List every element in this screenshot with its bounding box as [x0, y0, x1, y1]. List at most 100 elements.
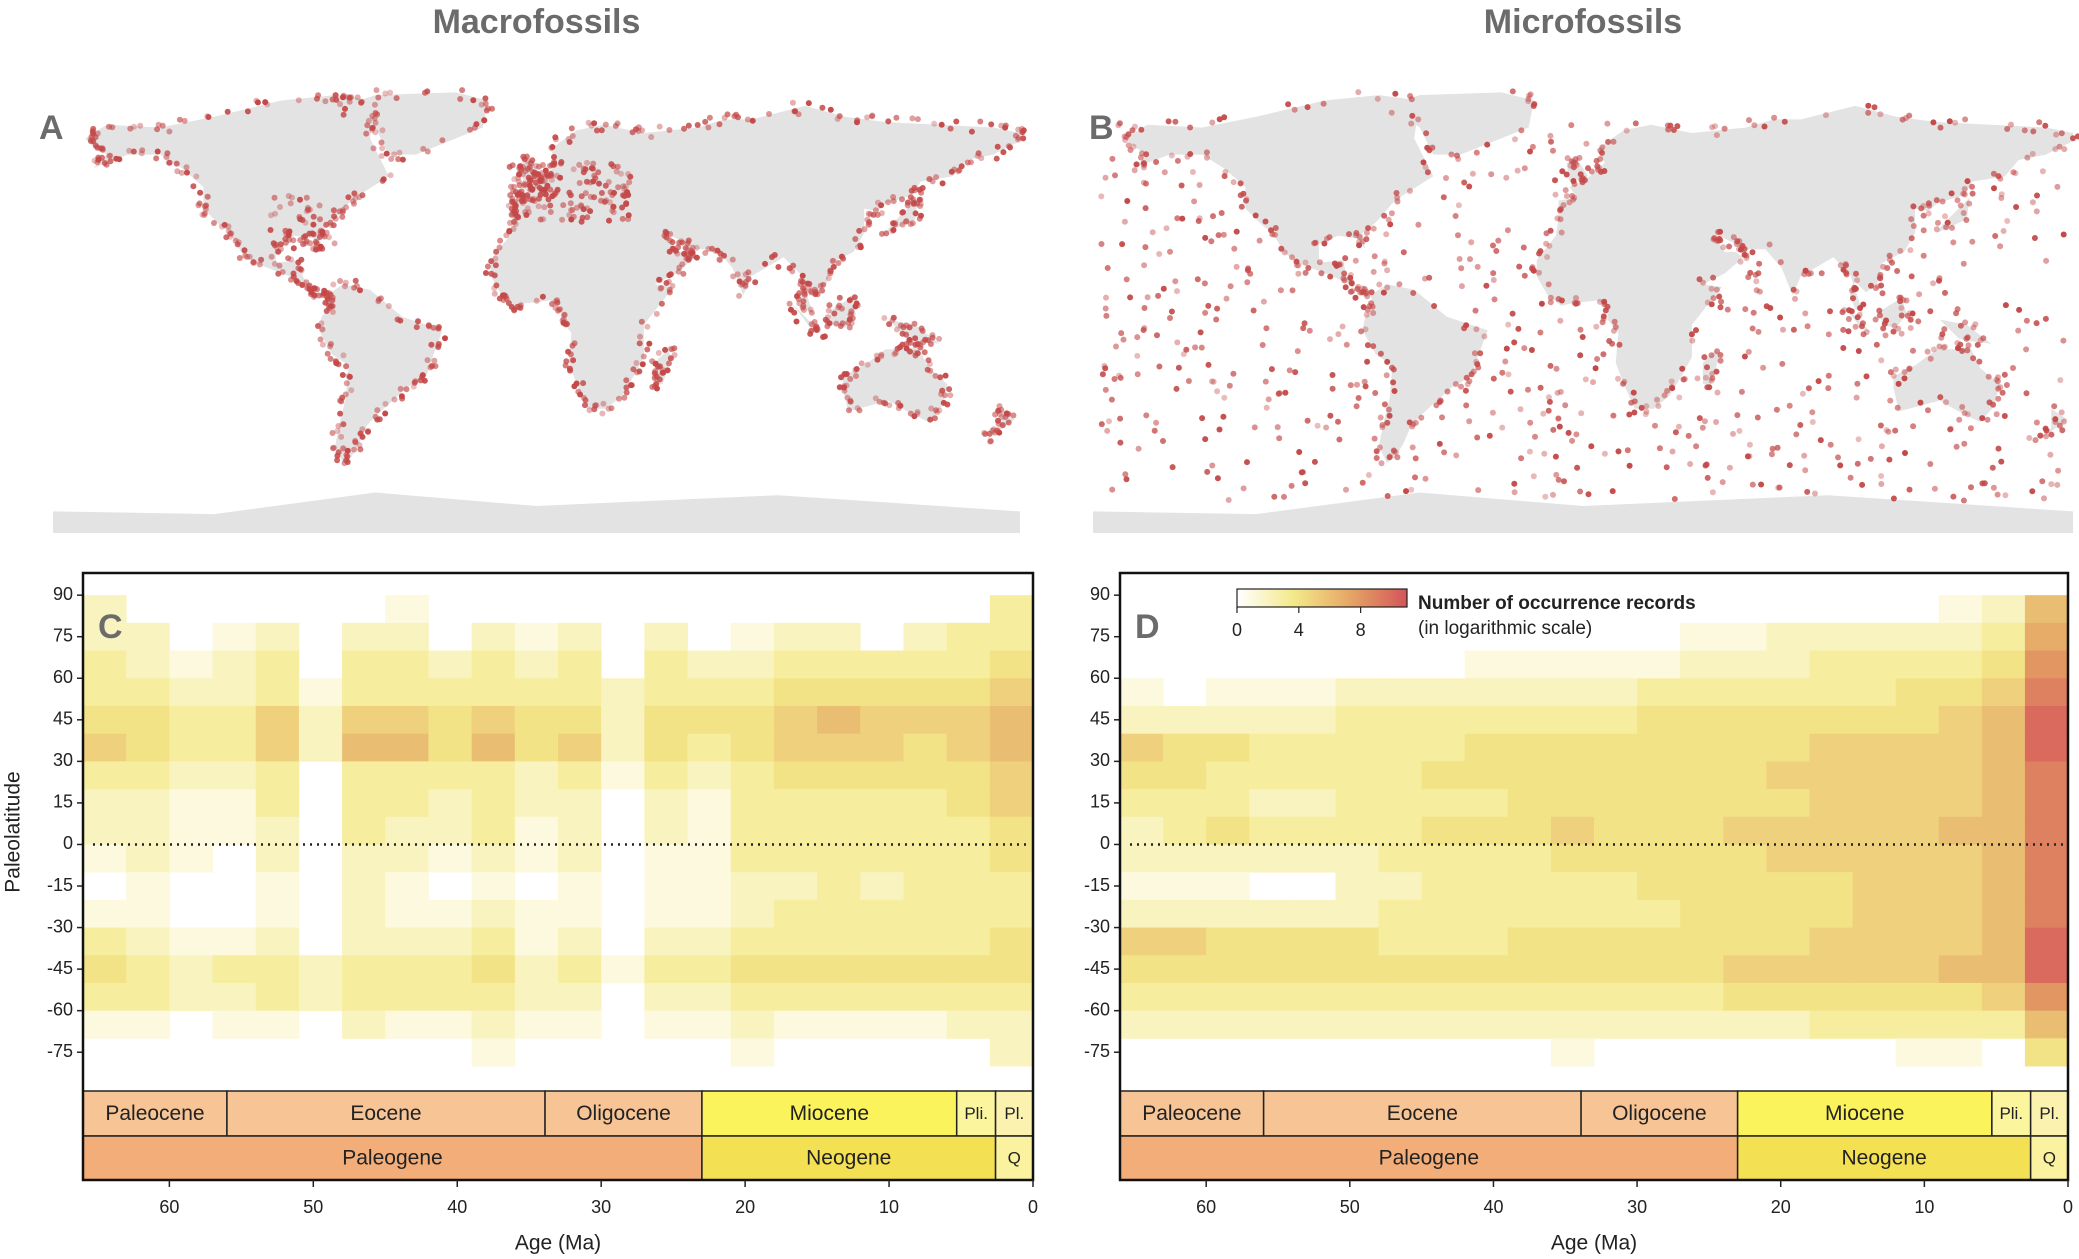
occurrence-dot: [1585, 165, 1591, 172]
heatmap-cell: [903, 899, 948, 928]
occurrence-dot: [916, 196, 923, 203]
occurrence-dot: [1805, 271, 1812, 277]
occurrence-dot: [1961, 191, 1968, 198]
occurrence-dot: [1623, 127, 1630, 134]
occurrence-dot: [329, 430, 336, 436]
occurrence-dot: [2052, 146, 2059, 153]
occurrence-dot: [1278, 245, 1285, 252]
heatmap-cell: [1766, 678, 1810, 707]
occurrence-dot: [2055, 467, 2062, 474]
occurrence-dot: [537, 178, 544, 185]
occurrence-dot: [543, 172, 550, 178]
heatmap-cell: [687, 789, 732, 818]
occurrence-dot: [1963, 217, 1970, 223]
heatmap-cell: [1550, 789, 1595, 818]
occurrence-dot: [1151, 427, 1158, 434]
heatmap-cell: [83, 733, 127, 762]
occurrence-dot: [1355, 395, 1362, 401]
occurrence-dot: [334, 452, 341, 459]
y-tick-label: -30: [1084, 916, 1110, 936]
heatmap-cell: [1378, 982, 1423, 1012]
occurrence-dot: [1957, 322, 1964, 329]
occurrence-dot: [295, 97, 302, 104]
occurrence-dot: [541, 186, 548, 193]
occurrence-dot: [313, 240, 320, 247]
occurrence-dot: [1187, 151, 1194, 157]
occurrence-dot: [819, 287, 826, 294]
heatmap-cell: [1637, 816, 1681, 845]
heatmap-cell: [687, 705, 732, 735]
occurrence-dot: [824, 323, 831, 330]
occurrence-dot: [1852, 285, 1859, 292]
occurrence-dot: [317, 227, 324, 234]
occurrence-dot: [1962, 319, 1969, 326]
heatmap-cell: [1637, 982, 1681, 1012]
occurrence-dot: [1543, 230, 1550, 237]
timescale-box: [955, 1090, 997, 1137]
heatmap-cell: [1378, 955, 1423, 984]
occurrence-dot: [1520, 244, 1527, 251]
occurrence-dot: [395, 156, 402, 163]
occurrence-dot: [1346, 231, 1352, 238]
heatmap-cell: [471, 761, 516, 790]
occurrence-dot: [1809, 419, 1816, 425]
occurrence-dot: [1415, 221, 1422, 228]
map-title: Microfossils: [1484, 3, 1682, 41]
occurrence-dot: [552, 134, 559, 141]
occurrence-dot: [1512, 136, 1518, 143]
occurrence-dot: [272, 210, 279, 217]
occurrence-dot: [1855, 348, 1862, 354]
heatmap-cell: [903, 844, 948, 873]
heatmap-cell: [1206, 982, 1250, 1012]
occurrence-dot: [569, 207, 576, 213]
occurrence-dot: [936, 407, 943, 414]
occurrence-dot: [431, 357, 438, 364]
occurrence-dot: [1525, 386, 1531, 393]
occurrence-dot: [890, 227, 897, 233]
occurrence-dot: [1756, 288, 1763, 295]
occurrence-dot: [478, 101, 485, 108]
occurrence-dot: [1895, 380, 1902, 387]
occurrence-dot: [510, 226, 517, 232]
heatmap-cell: [1464, 927, 1509, 956]
y-tick-label: -45: [1084, 958, 1110, 978]
occurrence-dot: [1743, 252, 1750, 259]
heatmap-cell: [1120, 761, 1164, 790]
occurrence-dot: [425, 322, 432, 329]
occurrence-dot: [1868, 282, 1874, 289]
occurrence-dot: [334, 428, 341, 435]
occurrence-dot: [1263, 404, 1270, 411]
occurrence-dot: [1155, 292, 1162, 299]
occurrence-dot: [1355, 283, 1362, 290]
heatmap-cell: [1680, 844, 1724, 873]
occurrence-dot: [936, 335, 943, 342]
heatmap-cell: [1464, 733, 1509, 762]
heatmap-cell: [1507, 789, 1552, 818]
occurrence-dot: [1860, 331, 1867, 338]
heatmap-cell: [1206, 789, 1250, 818]
occurrence-dot: [316, 202, 323, 209]
heatmap-cell: [1637, 927, 1681, 956]
occurrence-dot: [535, 171, 541, 178]
occurrence-dot: [139, 147, 146, 154]
occurrence-dot: [1708, 352, 1715, 359]
occurrence-dot: [1167, 248, 1173, 255]
occurrence-dot: [1294, 348, 1301, 355]
occurrence-dot: [2016, 306, 2023, 313]
heatmap-cell: [1938, 955, 1983, 984]
occurrence-dot: [1573, 431, 1580, 438]
timescale-label: Pli.: [964, 1104, 988, 1123]
occurrence-dot: [702, 118, 709, 125]
occurrence-dot: [620, 183, 627, 190]
occurrence-dot: [847, 376, 854, 382]
occurrence-dot: [1509, 88, 1516, 95]
heatmap-cell: [946, 622, 991, 651]
timescale-label: Pl.: [2039, 1104, 2059, 1123]
occurrence-dot: [2029, 150, 2036, 157]
occurrence-dot: [817, 282, 824, 289]
occurrence-dot: [914, 410, 921, 417]
heatmap-cell: [1421, 955, 1466, 984]
occurrence-dot: [656, 123, 663, 130]
heatmap-cell: [903, 1010, 948, 1039]
occurrence-dot: [373, 87, 380, 94]
